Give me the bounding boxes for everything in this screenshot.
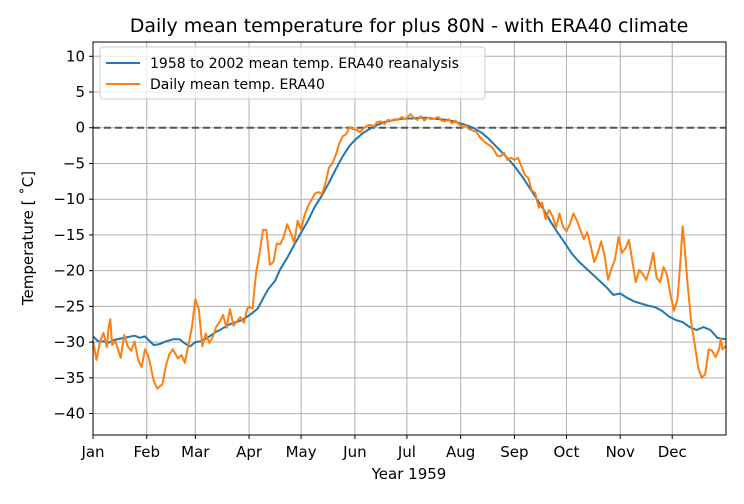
legend-label-daily: Daily mean temp. ERA40	[150, 77, 325, 93]
y-tick-label: −25	[53, 297, 85, 315]
grid-lines	[92, 42, 726, 435]
x-tick-label: Mar	[181, 443, 210, 461]
plot-frame	[92, 41, 727, 436]
y-tick-label: −10	[53, 190, 85, 208]
y-axis-ticks: 10 5 0 −5 −10 −15 −20 −25 −30 −35 −40	[53, 47, 93, 423]
y-tick-label: 0	[75, 119, 85, 137]
x-tick-label: Dec	[658, 443, 687, 461]
x-tick-label: Jun	[342, 443, 366, 461]
legend: 1958 to 2002 mean temp. ERA40 reanalysis…	[99, 46, 486, 100]
y-axis-label: Temperature [ ˚C]	[19, 171, 37, 306]
x-tick-label: Oct	[553, 443, 579, 461]
y-tick-label: −35	[53, 369, 85, 387]
x-tick-label: Jul	[397, 443, 416, 461]
x-tick-label: Nov	[606, 443, 635, 461]
x-tick-label: Feb	[133, 443, 160, 461]
series-line-daily	[92, 113, 727, 390]
x-tick-label: Jan	[80, 443, 104, 461]
x-tick-label: Sep	[500, 443, 528, 461]
x-tick-label: Apr	[236, 443, 263, 461]
y-tick-label: −15	[53, 226, 85, 244]
x-tick-label: May	[286, 443, 317, 461]
y-tick-label: −30	[53, 333, 85, 351]
legend-label-climatology: 1958 to 2002 mean temp. ERA40 reanalysis	[150, 56, 459, 72]
series-line-climatology	[92, 116, 727, 348]
x-axis-ticks: Jan Feb Mar Apr May Jun Jul Aug Sep Oct Nov Dec	[80, 435, 687, 461]
y-tick-label: −40	[53, 405, 85, 423]
x-axis-label: Year 1959	[371, 465, 447, 483]
y-tick-label: −20	[53, 262, 85, 280]
chart-title: Daily mean temperature for plus 80N - wi…	[130, 15, 689, 37]
legend-box	[99, 46, 486, 100]
x-tick-label: Aug	[446, 443, 475, 461]
series-lines	[92, 113, 727, 390]
y-tick-label: 10	[66, 47, 85, 65]
y-tick-label: −5	[63, 154, 85, 172]
y-tick-label: 5	[75, 83, 85, 101]
